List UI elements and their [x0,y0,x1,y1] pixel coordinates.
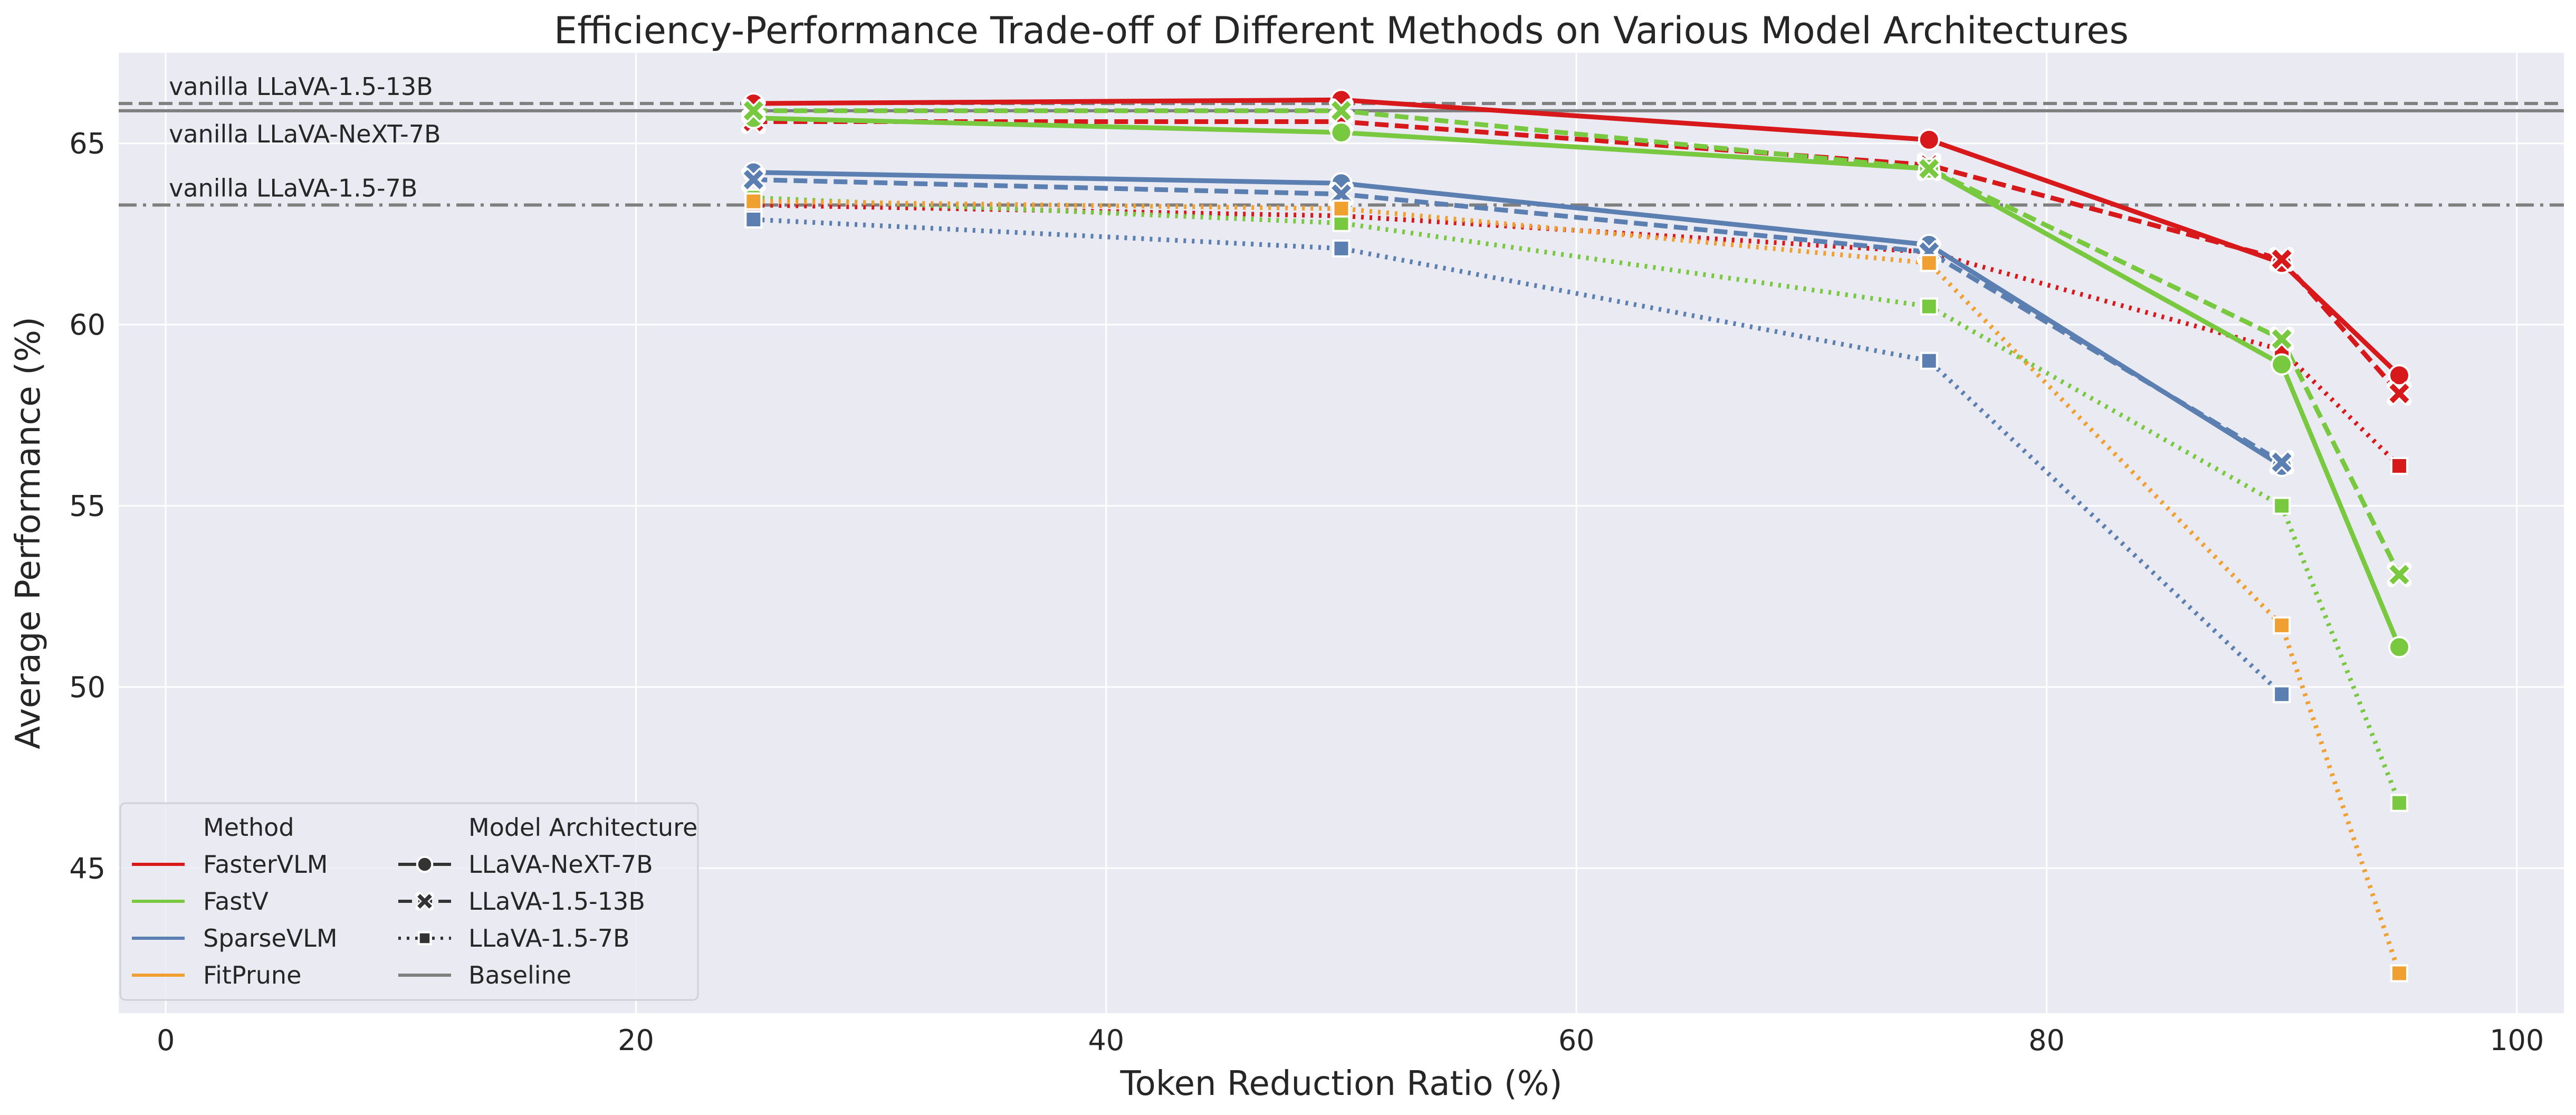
ticks: 0 20 40 60 80 100 45 50 55 60 65 [69,127,2544,1057]
marker-circle [2388,636,2411,659]
legend-method-label: SparseVLM [203,924,338,952]
marker-square [2390,964,2409,983]
x-tick-label: 100 [2489,1024,2544,1057]
marker-square [2273,685,2291,703]
marker-circle [1918,128,1940,151]
y-tick-label: 45 [69,852,106,885]
y-axis-label: Average Performance (%) [9,317,48,749]
marker-x [1329,98,1354,123]
legend-method-label: FastV [203,887,269,916]
x-tick-label: 80 [2028,1024,2065,1057]
x-axis-label: Token Reduction Ratio (%) [1119,1064,1562,1103]
chart-title: Efficiency-Performance Trade-off of Diff… [554,9,2129,52]
marker-square [2390,456,2409,475]
marker-x [741,167,766,192]
legend-arch-title: Model Architecture [468,813,697,842]
legend-method-label: FitPrune [203,961,301,989]
y-tick-label: 50 [69,671,106,704]
marker-square [1920,254,1938,272]
baseline-label: vanilla LLaVA-NeXT-7B [169,120,440,148]
marker-x [2269,327,2294,352]
marker-x [741,98,766,123]
marker-square [1920,297,1938,316]
marker-x [1329,182,1354,207]
series-line [753,217,2284,696]
series-line [753,202,2401,468]
series-line [753,119,2401,395]
marker-square [1332,214,1351,232]
legend-arch-label: Baseline [468,961,571,989]
marker-square [1920,351,1938,370]
x-tick-label: 0 [157,1024,175,1057]
marker-circle [2388,364,2411,387]
marker-square [744,210,763,228]
marker-circle [1330,121,1353,144]
markers [741,89,2412,983]
y-tick-label: 55 [69,489,106,522]
x-tick-label: 40 [1088,1024,1124,1057]
marker-square [417,931,432,946]
legend-arch-label: LLaVA-1.5-7B [468,924,630,952]
legend-method-label: FasterVLM [203,850,328,879]
marker-square [1332,239,1351,258]
marker-x [2387,381,2412,406]
series-line [753,177,2283,464]
marker-circle [2271,353,2293,376]
y-tick-label: 60 [69,308,106,341]
series-line [753,108,2402,576]
marker-square [744,192,763,211]
marker-x [2269,246,2294,272]
series-line [753,170,2283,468]
x-tick-label: 60 [1558,1024,1595,1057]
legend-arch-label: LLaVA-1.5-13B [468,887,645,916]
marker-square [2273,616,2291,635]
marker-circle [416,855,434,873]
marker-square [1332,199,1351,218]
x-tick-label: 20 [618,1024,654,1057]
y-tick-label: 65 [69,127,106,160]
marker-x [2387,562,2412,587]
marker-x [1917,156,1942,182]
marker-x [415,892,434,911]
legend-arch-label: LLaVA-NeXT-7B [468,850,653,879]
marker-square [2273,497,2291,515]
marker-square [2390,794,2409,812]
legend-method-title: Method [203,813,294,842]
legend: Method Model Architecture FasterVLM FastV… [119,802,699,1001]
marker-x [2269,450,2294,475]
baseline-label: vanilla LLaVA-1.5-13B [169,72,433,101]
baseline-label: vanilla LLaVA-1.5-7B [169,174,417,202]
